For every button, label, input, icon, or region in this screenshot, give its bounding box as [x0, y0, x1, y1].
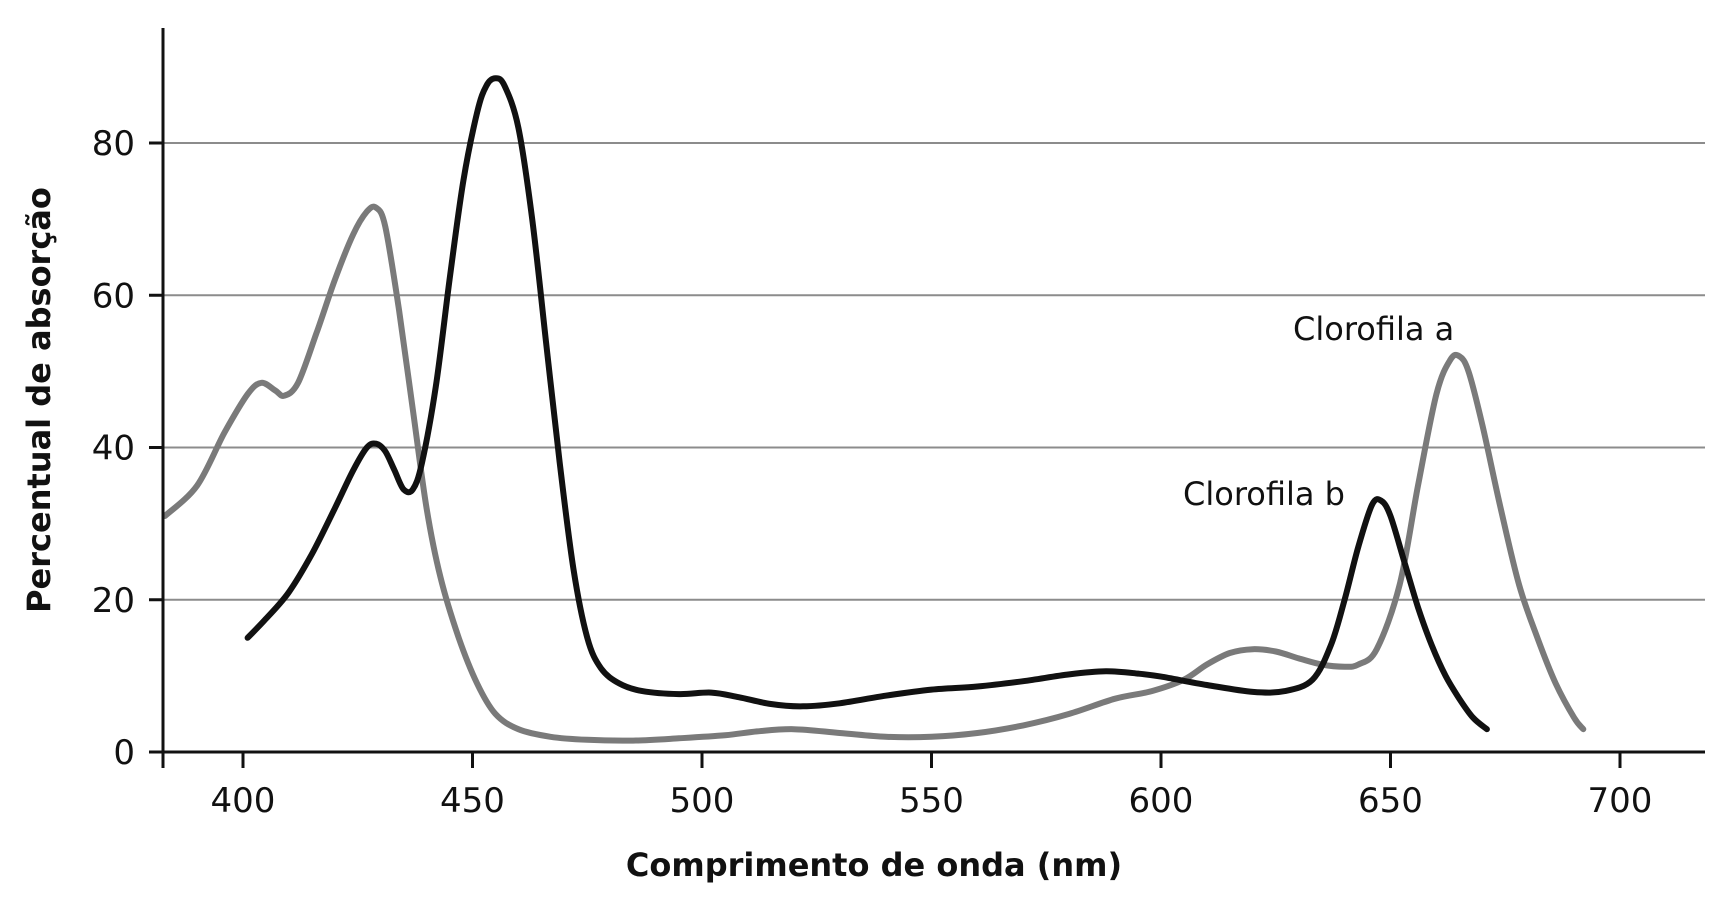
- x-axis-title: Comprimento de onda (nm): [626, 846, 1122, 884]
- series-label-clorofila-a: Clorofila a: [1293, 310, 1454, 348]
- y-tick-label-80: 80: [92, 124, 135, 164]
- x-tick-label-550: 550: [899, 781, 964, 821]
- y-axis-title: Percentual de absorção: [20, 187, 58, 613]
- y-tick-label-0: 0: [113, 733, 135, 773]
- x-tick-label-700: 700: [1588, 781, 1653, 821]
- x-tick-label-450: 450: [440, 781, 505, 821]
- x-tick-label-400: 400: [211, 781, 276, 821]
- y-tick-label-20: 20: [92, 581, 135, 621]
- y-tick-label-40: 40: [92, 429, 135, 469]
- gridlines: [163, 142, 1705, 601]
- ticks: 400 450 500 550 600 650 700 0 20 40 60 80: [92, 124, 1653, 821]
- x-tick-label-650: 650: [1358, 781, 1423, 821]
- series-lines: [162, 75, 1587, 744]
- series-line-clorofila-b: [244, 75, 1490, 733]
- series-label-clorofila-b: Clorofila b: [1183, 475, 1345, 513]
- series-line-clorofila-a: [162, 203, 1587, 744]
- axes: [161, 28, 1705, 768]
- y-tick-label-60: 60: [92, 276, 135, 316]
- x-tick-label-600: 600: [1129, 781, 1194, 821]
- x-tick-label-500: 500: [670, 781, 735, 821]
